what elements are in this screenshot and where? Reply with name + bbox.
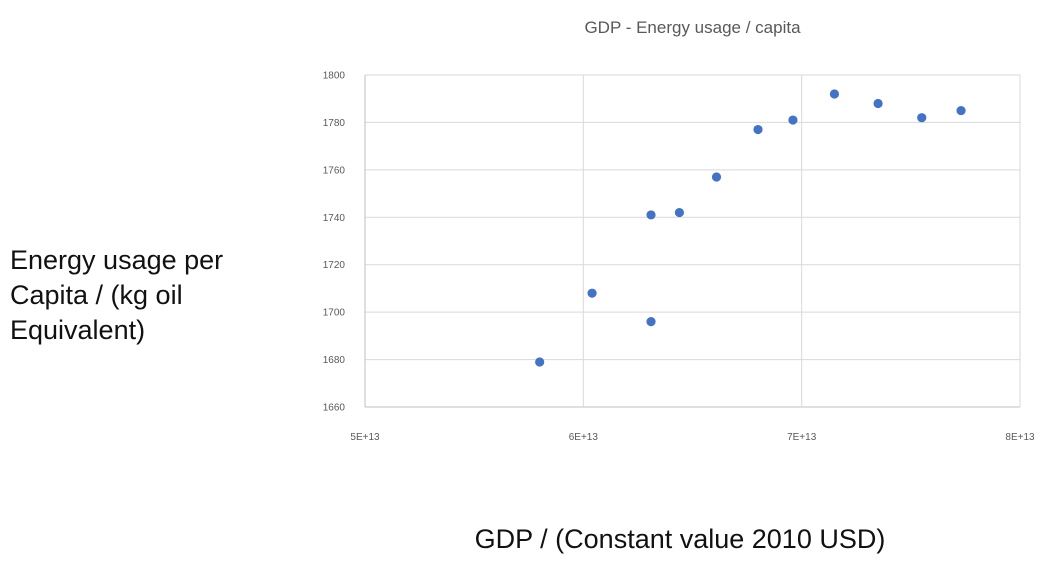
data-points xyxy=(535,89,966,367)
data-point xyxy=(956,105,966,116)
x-tick-label: 7E+13 xyxy=(787,432,817,443)
data-point xyxy=(788,115,798,125)
data-point xyxy=(587,288,597,298)
data-point xyxy=(711,172,722,182)
x-tick-label: 8E+13 xyxy=(1005,432,1035,443)
y-tick-label: 1700 xyxy=(323,308,346,319)
y-axis-label: Energy usage per Capita / (kg oil Equiva… xyxy=(10,245,224,345)
data-point xyxy=(646,210,656,220)
y-tick-label: 1800 xyxy=(323,71,346,82)
data-point xyxy=(674,207,685,218)
data-point xyxy=(646,317,656,327)
data-point xyxy=(753,124,763,135)
x-tick-label: 6E+13 xyxy=(569,432,599,443)
y-tick-label: 1720 xyxy=(323,260,346,271)
tick-labels: 1660 1680 1700 1720 1740 1760 1780 1800 5E+13 6E+… xyxy=(323,71,1035,444)
y-tick-label: 1740 xyxy=(323,213,346,224)
data-point xyxy=(829,89,840,99)
data-point xyxy=(873,98,883,109)
y-tick-label: 1680 xyxy=(323,355,346,366)
data-point xyxy=(535,357,545,367)
chart-title: GDP - Energy usage / capita xyxy=(584,18,801,37)
y-tick-label: 1780 xyxy=(323,118,346,129)
grid xyxy=(364,74,1021,408)
y-tick-label: 1760 xyxy=(323,165,346,176)
y-tick-label: 1660 xyxy=(323,403,346,414)
x-axis-label: GDP / (Constant value 2010 USD) xyxy=(474,524,886,554)
data-point xyxy=(917,113,927,123)
x-tick-label: 5E+13 xyxy=(350,432,380,443)
